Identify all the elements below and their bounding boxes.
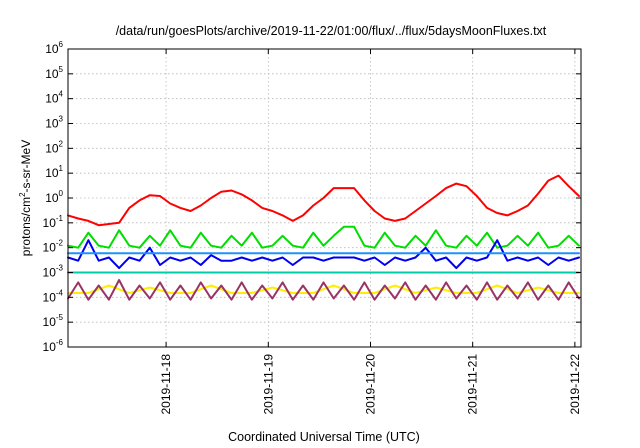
y-axis-label: protons/cm2-s-sr-MeV bbox=[18, 140, 33, 256]
x-tick-label: 2019-11-19 bbox=[261, 354, 275, 415]
y-tick-label-base: 10 bbox=[45, 67, 59, 81]
y-tick-label: 10-2 bbox=[43, 239, 64, 255]
chart-title: /data/run/goesPlots/archive/2019-11-22/0… bbox=[116, 24, 547, 38]
x-tick-label: 2019-11-21 bbox=[466, 354, 480, 415]
y-tick-label: 10-4 bbox=[43, 288, 64, 304]
y-tick-label-base: 10 bbox=[43, 216, 57, 230]
y-axis-label-sup: 2 bbox=[18, 192, 27, 197]
y-tick-label-base: 10 bbox=[45, 92, 59, 106]
y-tick-label-exponent: 0 bbox=[59, 189, 64, 198]
series-group bbox=[67, 174, 580, 301]
y-tick-label-exponent: 1 bbox=[59, 164, 64, 173]
y-tick-label: 106 bbox=[45, 40, 63, 56]
y-tick-label-base: 10 bbox=[43, 315, 57, 329]
y-tick-label-base: 10 bbox=[43, 241, 57, 255]
y-tick-label: 105 bbox=[45, 65, 63, 81]
y-tick-label: 10-5 bbox=[43, 313, 64, 329]
y-tick-label: 100 bbox=[45, 189, 63, 205]
series-line-1 bbox=[67, 174, 580, 227]
x-tick-label: 2019-11-18 bbox=[159, 354, 173, 415]
y-tick-label-exponent: -6 bbox=[56, 338, 64, 347]
y-tick-label-base: 10 bbox=[45, 117, 59, 131]
y-tick-label: 10-1 bbox=[43, 214, 64, 230]
y-tick-label-exponent: 5 bbox=[59, 65, 64, 74]
y-tick-label-exponent: -5 bbox=[56, 313, 64, 322]
series-line-7 bbox=[67, 279, 580, 301]
y-tick-label: 10-6 bbox=[43, 338, 64, 354]
y-axis: 10-610-510-410-310-210-11001011021031041… bbox=[43, 40, 581, 354]
grid bbox=[68, 49, 581, 347]
y-tick-label: 10-3 bbox=[43, 264, 64, 280]
x-tick-label: 2019-11-20 bbox=[363, 354, 377, 415]
y-tick-label-base: 10 bbox=[45, 191, 59, 205]
y-axis-label-suffix: -s-sr-MeV bbox=[19, 140, 33, 193]
x-axis-label: Coordinated Universal Time (UTC) bbox=[228, 430, 420, 444]
series-line-2 bbox=[67, 225, 580, 249]
y-tick-label-exponent: -2 bbox=[56, 239, 64, 248]
x-axis: 2019-11-18 2019-11-19 2019-11-20 2019-11-21… bbox=[159, 49, 582, 415]
y-tick-label-base: 10 bbox=[43, 266, 57, 280]
y-tick-label: 102 bbox=[45, 139, 63, 155]
y-tick-label-base: 10 bbox=[45, 141, 59, 155]
y-tick-label-exponent: -3 bbox=[56, 264, 64, 273]
y-tick-label-exponent: 4 bbox=[59, 90, 64, 99]
y-tick-label-exponent: 6 bbox=[59, 40, 64, 49]
y-tick-label-base: 10 bbox=[43, 340, 57, 354]
y-tick-label-base: 10 bbox=[45, 42, 59, 56]
series-line-6 bbox=[67, 284, 580, 294]
y-tick-label: 104 bbox=[45, 90, 63, 106]
y-tick-label-exponent: -1 bbox=[56, 214, 64, 223]
y-axis-label-prefix: protons/cm bbox=[19, 197, 33, 256]
y-tick-label-base: 10 bbox=[43, 290, 57, 304]
y-tick-label-base: 10 bbox=[45, 166, 59, 180]
y-tick-label: 101 bbox=[45, 164, 63, 180]
x-tick-label: 2019-11-22 bbox=[568, 354, 582, 415]
y-tick-label-exponent: 2 bbox=[59, 139, 64, 148]
y-tick-label: 103 bbox=[45, 115, 63, 131]
y-tick-label-exponent: 3 bbox=[59, 115, 64, 124]
y-tick-label-exponent: -4 bbox=[56, 288, 64, 297]
